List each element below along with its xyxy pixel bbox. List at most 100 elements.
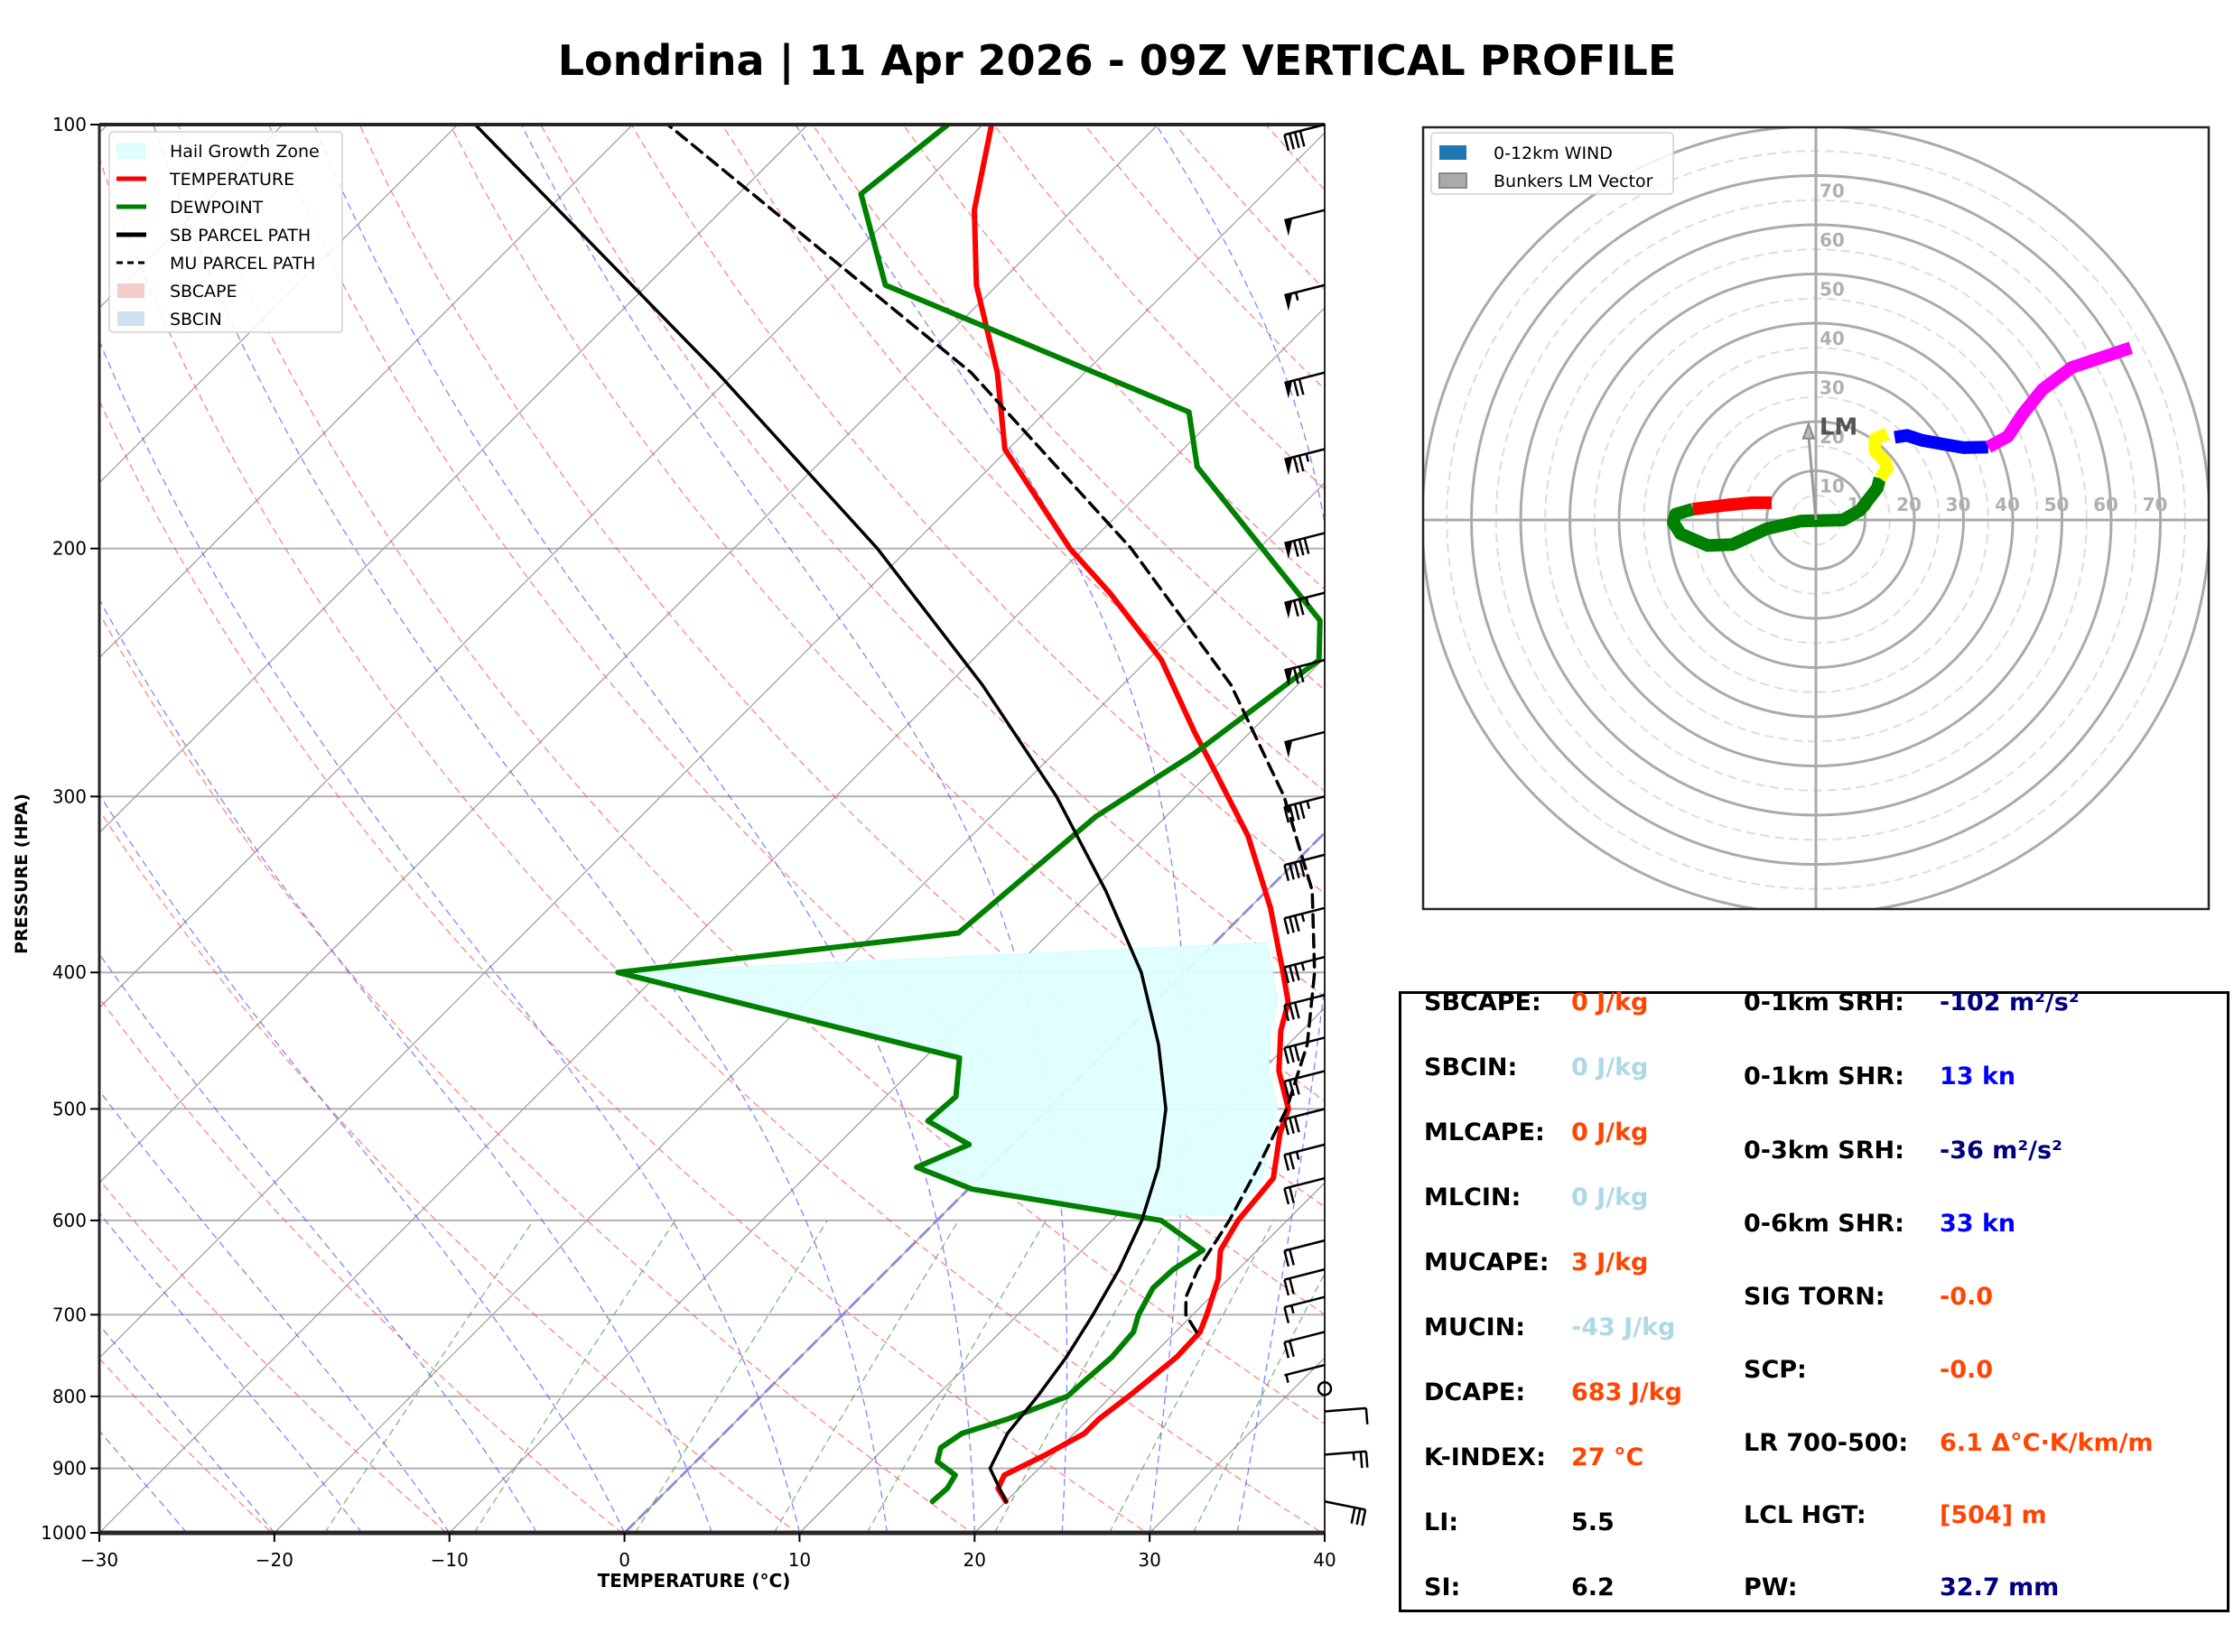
barb-half (1300, 962, 1306, 971)
hail-growth-zone-fill (618, 942, 1279, 1216)
wind-barb (1284, 209, 1326, 237)
dry-adiabat (99, 1178, 448, 1533)
barb-full (1289, 1003, 1295, 1020)
barb-half (1295, 1151, 1300, 1160)
barb-full (1283, 1279, 1290, 1296)
dry-adiabat (99, 612, 973, 1533)
hodograph-segment-6-9km (1894, 429, 1988, 454)
ring-label-x: 20 (1896, 494, 1922, 515)
barb-full (1299, 860, 1306, 877)
barb-flag (1284, 457, 1293, 476)
x-tick-label: −10 (431, 1549, 469, 1571)
moist-adiabat (99, 793, 626, 1533)
stat-value: -102 m²/s² (1940, 988, 2080, 1016)
stat-value: 0 J/kg (1571, 1053, 1649, 1081)
barb-full (1293, 803, 1300, 821)
stat-label: MLCAPE: (1424, 1118, 1545, 1146)
barb-shaft (1284, 853, 1326, 867)
y-tick-label: 200 (52, 538, 87, 560)
bunkers-lm-arrowhead (1801, 421, 1816, 440)
barb-shaft (1284, 1176, 1326, 1190)
barb-full (1289, 1117, 1295, 1135)
wind-barb (1283, 1143, 1326, 1172)
y-tick-label: 500 (52, 1098, 87, 1119)
x-tick-label: 10 (788, 1549, 811, 1571)
wind-barb (1283, 795, 1326, 823)
ring-label-y: 10 (1820, 476, 1845, 497)
ring-label-y: 40 (1820, 328, 1845, 349)
barb-shaft (1324, 1406, 1366, 1413)
barb-half (1305, 597, 1310, 606)
moist-adiabat (99, 1430, 188, 1533)
barb-full (1364, 1451, 1369, 1468)
mixing-ratio-line (866, 1220, 1047, 1533)
hodograph-segment-1-3km (1667, 477, 1886, 552)
barb-full (1292, 540, 1299, 557)
ring-label-y: 60 (1820, 229, 1845, 251)
barb-full (1292, 380, 1299, 397)
moist-adiabat (1155, 125, 1325, 1533)
mixing-ratio-line (1192, 1272, 1325, 1533)
barb-full (1292, 456, 1299, 473)
stat-label: K-INDEX: (1424, 1443, 1546, 1471)
barb-flag (1284, 541, 1293, 560)
dry-adiabat (99, 997, 623, 1533)
stat-label: 0-1km SHR: (1744, 1063, 1904, 1091)
x-tick-label: 40 (1313, 1549, 1336, 1571)
barb-full (1283, 1250, 1290, 1267)
barb-full (1283, 1188, 1290, 1205)
wind-barb (1284, 591, 1326, 619)
barb-shaft (1284, 658, 1326, 672)
barb-full (1283, 806, 1290, 823)
stat-label: SBCIN: (1424, 1053, 1518, 1081)
isotherm (99, 125, 634, 659)
isotherm (99, 307, 1325, 1533)
barb-half (1300, 913, 1306, 923)
y-tick-label: 600 (52, 1210, 87, 1231)
moist-adiabat (520, 125, 1068, 1533)
barb-half (1294, 292, 1299, 301)
y-axis-label: PRESSURE (HPA) (12, 794, 32, 954)
barb-full (1293, 914, 1300, 932)
stat-value: 33 kn (1940, 1210, 2016, 1238)
x-tick-label: −20 (256, 1549, 293, 1571)
legend-item: SB PARCEL PATH (116, 226, 311, 246)
wind-barb (1283, 1070, 1326, 1098)
dry-adiabat (99, 1357, 273, 1533)
barb-full (1293, 1078, 1300, 1095)
wind-barb (1284, 371, 1326, 399)
temperature-line (972, 125, 1291, 1505)
figure-title: Londrina | 11 Apr 2026 - 09Z VERTICAL PR… (557, 36, 1677, 85)
barb-full (1289, 804, 1295, 821)
barb-full (1289, 965, 1295, 982)
ring-label-x: 60 (2093, 494, 2118, 515)
wind-barb (1324, 1500, 1367, 1527)
barb-full (1361, 1509, 1367, 1527)
legend-swatch (117, 311, 144, 326)
stat-label: LCL HGT: (1744, 1501, 1866, 1529)
barb-full (1283, 1118, 1290, 1136)
mixing-ratio-line (323, 1220, 535, 1533)
barb-shaft (1284, 1331, 1326, 1344)
barb-full (1298, 455, 1305, 472)
moist-adiabat (99, 598, 713, 1533)
bunkers-lm-vector (1807, 434, 1818, 521)
moist-adiabat (99, 952, 538, 1533)
stat-value: -0.0 (1940, 1283, 1994, 1311)
stat-value: -0.0 (1940, 1356, 1994, 1384)
stat-value: -36 m²/s² (1940, 1137, 2062, 1165)
barb-full (1298, 665, 1305, 683)
stats-panel: SBCAPE: 0 J/kg SBCIN: 0 J/kg MLCAPE: 0 J/kg ML… (1399, 988, 2229, 1612)
dry-adiabat (99, 399, 1149, 1533)
barb-full (1359, 1452, 1364, 1469)
calm-wind-circle (1317, 1381, 1333, 1397)
stat-label: MUCIN: (1424, 1313, 1526, 1341)
stat-value: 27 °C (1571, 1443, 1644, 1471)
dry-adiabat (99, 156, 1324, 1533)
stat-label: SCP: (1744, 1356, 1807, 1384)
isotherm (99, 125, 809, 834)
moist-adiabat (153, 125, 889, 1533)
dewpoint-line (615, 125, 1323, 1505)
dry-adiabat (540, 125, 1325, 998)
wind-barb (1284, 730, 1326, 758)
